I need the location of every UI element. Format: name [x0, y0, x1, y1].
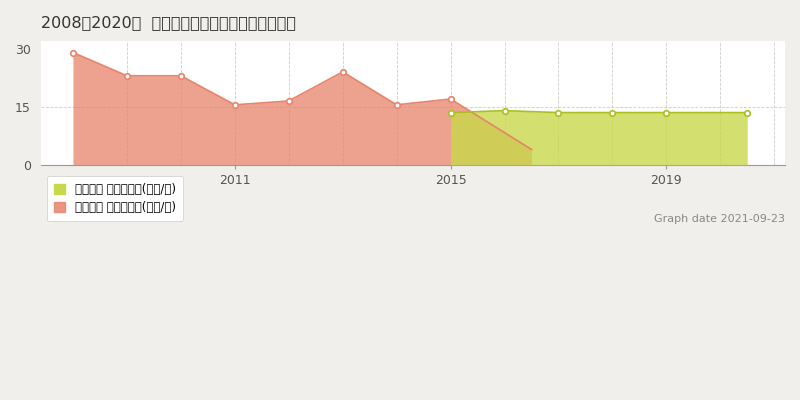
Text: Graph date 2021-09-23: Graph date 2021-09-23 [654, 214, 785, 224]
Legend: 地価公示 平均嵪単価(万円/嵪), 取引価格 平均嵪単価(万円/嵪): 地価公示 平均嵪単価(万円/嵪), 取引価格 平均嵪単価(万円/嵪) [46, 176, 183, 221]
Text: 2008～2020年  広島市安佐南区大塚西の地価推移: 2008～2020年 広島市安佐南区大塚西の地価推移 [41, 15, 295, 30]
